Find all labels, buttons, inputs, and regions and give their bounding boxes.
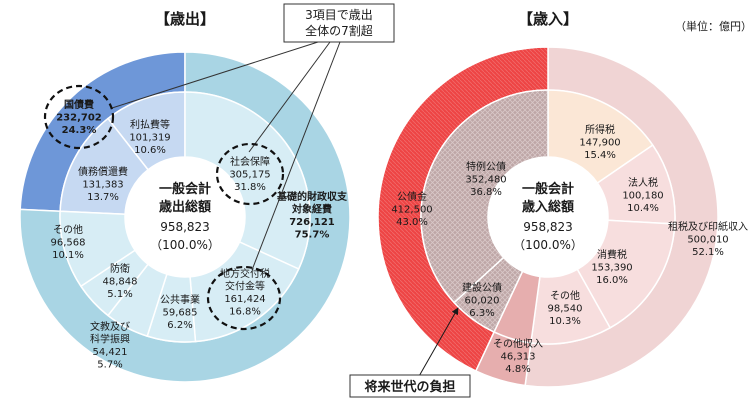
center-label-exp-0: 一般会計 [159, 181, 211, 197]
rev-label-5: その他収入 46,313 4.8% [493, 337, 543, 375]
expenditure-title: 【歳出】 [155, 10, 215, 28]
center-label-exp-2: 958,823 [160, 220, 210, 234]
center-label-rev-2: 958,823 [523, 220, 573, 234]
rev-label-0: 所得税 147,900 15.4% [579, 123, 620, 161]
center-hole-exp [125, 157, 245, 277]
highlight-local-allocation [206, 265, 282, 331]
exp-label-4: 基礎的財政収支対象経費 726,121 75.7% [276, 190, 348, 241]
rev-label-8: 公債金 412,500 43.0% [391, 190, 432, 228]
callout-line-debt [111, 41, 319, 109]
exp-label-1: 利払費等 101,319 10.6% [129, 118, 170, 156]
rev-label-2: 租税及び印紙収入 500,010 52.1% [668, 220, 748, 258]
center-label-rev-1: 歳入総額 [522, 199, 574, 215]
center-label-exp-3: （100.0%） [150, 238, 220, 252]
rev-label-7: 特例公債 352,480 36.8% [465, 160, 506, 198]
unit-note: （単位：億円） [675, 19, 752, 33]
callout-line-social [248, 41, 331, 153]
callout-bottom-arrow [417, 307, 459, 379]
center-label-exp-1: 歳出総額 [159, 199, 211, 215]
revenue-title: 【歳入】 [518, 10, 578, 28]
rev-label-3: 消費税 153,390 16.0% [591, 248, 632, 286]
center-label-rev-0: 一般会計 [522, 181, 574, 197]
callout-bottom-box [349, 374, 471, 398]
callout-bottom-text: 将来世代の負担 [364, 379, 455, 395]
exp-label-0: 国債費 232,702 24.3% [56, 98, 102, 136]
exp-label-2: 債務償還費 131,383 13.7% [78, 165, 128, 203]
exp-label-9: その他 96,568 10.1% [51, 223, 86, 261]
exp-label-7: 文教及び科学振興 54,421 5.7% [90, 320, 130, 371]
callout-top-box [283, 3, 395, 43]
center-label-rev-3: （100.0%） [513, 238, 583, 252]
callout-top-line2: 全体の7割超 [305, 23, 373, 38]
callout-line-local [251, 41, 341, 271]
center-hole-rev [488, 157, 608, 277]
exp-label-3: 社会保障 305,175 31.8% [229, 155, 270, 193]
highlight-debt-service [43, 84, 115, 150]
rev-label-6: 建設公債 60,020 6.3% [462, 281, 502, 319]
exp-label-6: 公共事業 59,685 6.2% [160, 293, 200, 331]
rev-label-1: 法人税 100,180 10.4% [622, 176, 663, 214]
highlight-social-security [215, 142, 285, 206]
exp-label-8: 防衛 48,848 5.1% [103, 262, 138, 300]
rev-label-4: その他 98,540 10.3% [548, 289, 583, 327]
callout-top-line1: 3項目で歳出 [305, 8, 373, 22]
